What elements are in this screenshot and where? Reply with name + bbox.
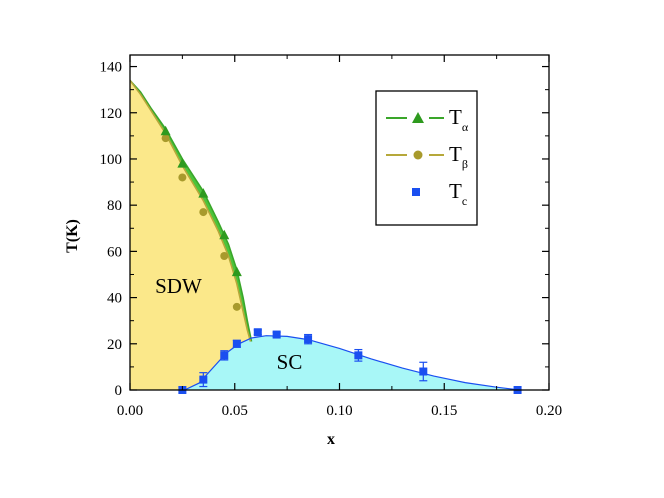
t-beta-line	[129, 79, 252, 342]
legend-entry-t-beta: Tβ	[386, 142, 468, 171]
y-tick-label: 140	[100, 60, 123, 76]
t-c-point	[272, 330, 281, 339]
t-c-point	[232, 339, 241, 348]
y-tick-label: 20	[107, 337, 122, 353]
t-c-point	[199, 375, 208, 384]
x-tick-label: 0.15	[431, 403, 457, 419]
y-tick-label: 0	[115, 383, 123, 399]
y-tick-label: 100	[100, 152, 123, 168]
t-alpha-point	[231, 266, 242, 277]
t-beta-point	[220, 252, 229, 260]
t-c-point	[304, 335, 313, 344]
t-alpha-point	[219, 229, 230, 240]
sdw-region-label: SDW	[155, 274, 202, 298]
x-tick-label: 0.10	[326, 403, 352, 419]
sdw-region	[130, 80, 251, 391]
sc-region	[184, 335, 520, 390]
phase-regions	[130, 80, 520, 391]
y-tick-label: 60	[107, 244, 122, 260]
t-alpha-line	[129, 79, 253, 342]
t-alpha-point	[177, 158, 188, 168]
t-c-line	[184, 335, 520, 391]
legend-label-t-beta: Tβ	[449, 142, 468, 171]
y-tick-label: 120	[100, 106, 123, 122]
t-beta-point	[199, 208, 208, 217]
legend-entry-t-alpha: Tα	[386, 105, 469, 134]
axes: 0.00 0.05 0.10 0.15 0.20 0 20 40 60 80 100 120 140	[100, 54, 562, 419]
sc-region-label: SC	[277, 350, 303, 374]
t-c-point	[419, 367, 428, 376]
t-beta-point	[161, 134, 170, 143]
t-alpha-point	[160, 125, 171, 136]
t-c-point	[354, 351, 363, 360]
y-axis-label: T(K)	[64, 219, 81, 253]
y-tick-label: 40	[107, 291, 122, 307]
t-beta-point	[232, 302, 241, 311]
circle-marker-icon	[413, 150, 423, 160]
legend-label-t-alpha: Tα	[449, 105, 469, 134]
data-curves	[129, 79, 520, 391]
legend-box	[375, 90, 478, 226]
t-c-point	[220, 351, 229, 360]
t-c-point	[253, 328, 262, 337]
y-tick-label: 80	[107, 198, 122, 214]
legend-label-t-c: Tc	[449, 179, 467, 208]
t-beta-point	[178, 173, 187, 182]
legend-entry-t-c: Tc	[412, 179, 467, 208]
x-tick-label: 0.00	[117, 403, 143, 419]
square-marker-icon	[412, 188, 420, 196]
triangle-marker-icon	[412, 112, 424, 123]
t-alpha-point	[198, 188, 209, 198]
x-tick-label: 0.20	[536, 403, 562, 419]
legend: Tα Tβ Tc	[375, 90, 478, 226]
x-axis-label: x	[327, 431, 335, 448]
x-tick-label: 0.05	[222, 403, 248, 419]
